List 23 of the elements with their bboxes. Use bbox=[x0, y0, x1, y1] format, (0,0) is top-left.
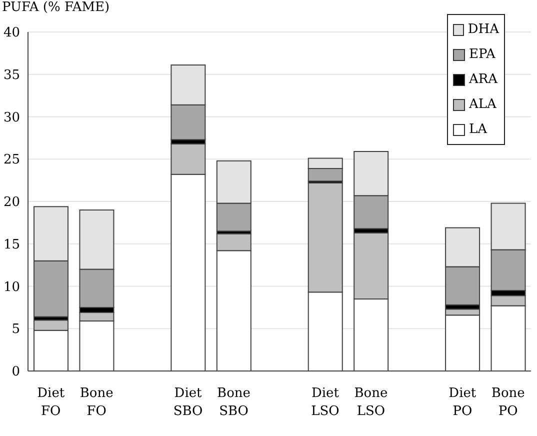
y-tick-label: 10 bbox=[3, 280, 20, 295]
legend-label: ALA bbox=[469, 97, 496, 112]
y-tick-label: 35 bbox=[3, 68, 20, 83]
legend-label: DHA bbox=[468, 22, 499, 37]
x-tick-label: Bone LSO bbox=[354, 386, 388, 419]
x-tick-label: Diet LSO bbox=[311, 386, 340, 419]
y-tick-label: 0 bbox=[12, 364, 20, 380]
y-tick-label: 15 bbox=[3, 237, 20, 252]
x-tick-label: Diet SBO bbox=[173, 386, 203, 419]
legend-label: LA bbox=[469, 122, 488, 137]
x-tick-label: Bone SBO bbox=[217, 386, 251, 419]
y-tick-label: 30 bbox=[3, 110, 20, 126]
x-tick-label: Bone PO bbox=[491, 386, 526, 419]
x-tick-label: Diet PO bbox=[448, 386, 477, 419]
legend-label: EPA bbox=[469, 47, 496, 62]
x-tick-label: Bone FO bbox=[80, 386, 114, 419]
x-tick-label: Diet FO bbox=[37, 386, 66, 419]
y-tick-label: 20 bbox=[3, 195, 20, 210]
y-tick-label: 40 bbox=[3, 26, 20, 41]
y-axis-title: PUFA (% FAME) bbox=[2, 0, 110, 15]
y-tick-label: 5 bbox=[12, 322, 20, 338]
y-tick-label: 25 bbox=[3, 152, 20, 168]
legend-label: ARA bbox=[469, 72, 498, 87]
